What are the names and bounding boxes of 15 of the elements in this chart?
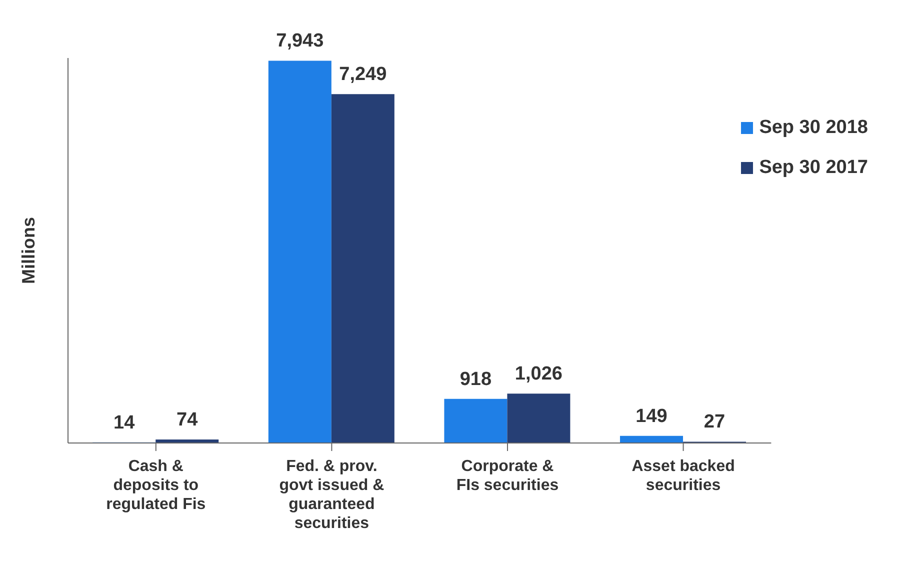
x-tick-label: Corporate & FIs securities	[456, 458, 559, 494]
data-label: 1,026	[514, 364, 562, 385]
data-label: 14	[114, 412, 136, 434]
data-label: 27	[704, 412, 726, 433]
y-axis-title: Millions	[18, 217, 38, 284]
data-label: 7,943	[276, 30, 324, 52]
legend-label: Sep 30 2018	[759, 116, 868, 140]
data-label: 149	[636, 406, 668, 427]
legend-label: Sep 30 2017	[759, 156, 868, 180]
x-tick-label: Asset backed securities	[632, 458, 735, 494]
x-tick-label: Fed. & prov. govt issued & guaranteed securities	[279, 458, 385, 532]
data-label: 74	[176, 409, 198, 430]
x-tick-label: Cash & deposits to regulated Fis	[106, 458, 206, 513]
data-label: 7,249	[339, 64, 387, 86]
data-label: 918	[460, 368, 492, 390]
